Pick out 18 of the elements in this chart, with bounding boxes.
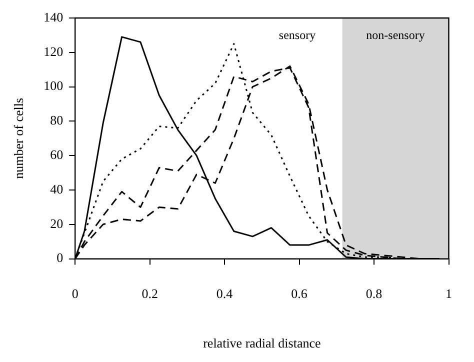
y-tick-label: 120 (44, 44, 64, 59)
y-tick-label: 60 (50, 147, 64, 162)
y-tick-label: 20 (50, 216, 64, 231)
band-label: non-sensory (366, 28, 425, 42)
x-axis-title: relative radial distance (203, 336, 321, 351)
x-tick-label: 0.4 (216, 286, 234, 302)
x-tick-label: 0.8 (366, 286, 382, 302)
y-tick-label: 40 (50, 181, 64, 196)
y-tick-label: 80 (50, 112, 64, 128)
x-tick-label: 0.2 (142, 286, 158, 302)
y-axis-title: number of cells (11, 98, 26, 179)
x-tick-label: 0 (72, 286, 78, 302)
x-tick-label: 0.6 (291, 286, 308, 302)
y-tick-label: 0 (56, 250, 64, 266)
y-tick-label: 140 (44, 9, 64, 24)
y-tick-label: 100 (44, 78, 64, 94)
x-tick-label: 1 (446, 286, 452, 302)
annotation: sensory (278, 28, 316, 42)
